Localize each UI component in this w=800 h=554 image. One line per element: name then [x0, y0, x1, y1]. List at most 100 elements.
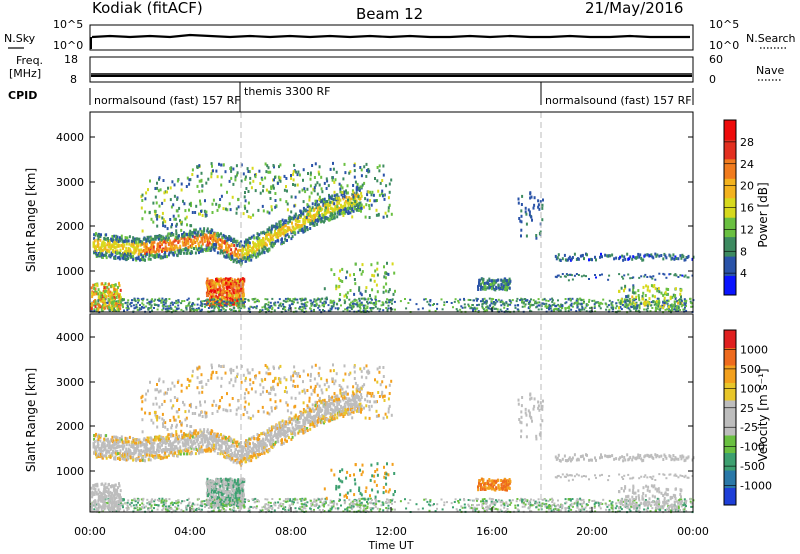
power-point-8824: [345, 293, 347, 297]
power-point-7444: [555, 304, 558, 307]
power-point-8038: [108, 293, 111, 297]
power-point-8272: [601, 255, 603, 259]
power-point-6930: [304, 297, 307, 300]
power-point-6278: [543, 298, 546, 301]
power-point-3080: [342, 197, 345, 201]
power-point-8144: [113, 288, 116, 291]
power-point-968: [169, 233, 172, 237]
power-point-3860: [262, 184, 265, 188]
power-point-2012: [257, 254, 260, 258]
power-point-1960: [252, 246, 255, 250]
velocity-point-693: [147, 436, 150, 440]
power-point-3502: [342, 214, 345, 217]
power-point-1002: [172, 240, 175, 244]
power-point-7808: [117, 304, 120, 308]
power-point-9108: [619, 301, 622, 305]
power-point-7032: [648, 301, 650, 303]
velocity-panel: [89, 313, 695, 514]
power-point-4854: [224, 277, 227, 281]
power-point-6754: [159, 299, 162, 302]
power-point-7628: [343, 302, 346, 305]
power-point-254: [113, 234, 116, 238]
power-point-8122: [102, 298, 105, 301]
power-point-1622: [225, 244, 227, 248]
power-point-8940: [339, 279, 342, 283]
power-point-2550: [302, 212, 305, 216]
power-point-3744: [243, 204, 246, 208]
power-point-2404: [289, 219, 292, 223]
power-point-8262: [595, 258, 597, 262]
power-point-8624: [489, 284, 492, 288]
power-point-1902: [247, 243, 249, 247]
power-point-5698: [581, 305, 584, 308]
power-point-452: [128, 253, 131, 257]
power-point-8804: [533, 196, 536, 200]
power-point-1704: [231, 256, 234, 260]
power-point-3056: [340, 203, 342, 207]
power-point-8568: [485, 281, 488, 285]
power-point-6340: [283, 305, 285, 308]
power-point-5878: [359, 302, 362, 305]
power-point-3622: [341, 191, 344, 195]
power-point-7752: [293, 298, 296, 301]
power-point-160: [105, 233, 108, 237]
power-point-8806: [528, 213, 531, 217]
power-point-7410: [541, 302, 544, 305]
power-point-1926: [248, 254, 251, 258]
power-point-1404: [207, 230, 210, 234]
power-point-232: [111, 235, 114, 238]
power-point-2824: [323, 197, 326, 201]
power-point-1066: [177, 241, 180, 244]
power-point-8932: [354, 262, 357, 266]
power-point-8886: [382, 285, 385, 289]
power-point-3322: [257, 208, 260, 212]
power-point-2644: [309, 227, 312, 230]
power-point-228: [111, 244, 114, 248]
velocity-point-157: [105, 438, 108, 442]
power-point-2650: [309, 219, 312, 222]
power-point-3466: [320, 175, 323, 179]
power-point-7986: [117, 285, 119, 289]
power-point-2038: [258, 233, 261, 237]
power-point-5134: [213, 284, 216, 288]
power-point-796: [156, 253, 158, 256]
power-point-8730: [524, 210, 527, 214]
power-point-1686: [230, 248, 233, 252]
power-point-6736: [567, 298, 570, 301]
power-point-5520: [581, 308, 583, 311]
power-point-840: [159, 245, 162, 249]
power-point-2288: [279, 225, 282, 229]
power-point-1556: [220, 238, 222, 242]
velocity-point-489: [131, 452, 134, 455]
station-title: Kodiak (fitACF): [92, 0, 203, 17]
power-point-3944: [176, 179, 179, 183]
power-point-6184: [493, 303, 496, 306]
power-point-6180: [162, 301, 165, 304]
power-point-9172: [618, 306, 620, 310]
power-point-7050: [580, 303, 583, 306]
power-point-2362: [285, 230, 288, 234]
velocity-point-707: [149, 453, 151, 457]
power-point-4100: [267, 166, 270, 170]
nave-right-tick-bottom: 0: [709, 73, 716, 86]
power-point-578: [138, 237, 141, 241]
power-point-7030: [200, 300, 203, 303]
power-point-7218: [291, 300, 294, 303]
power-point-7892: [103, 287, 106, 291]
power-point-8146: [112, 300, 114, 304]
power-point-9122: [634, 302, 637, 306]
power-point-274: [114, 249, 117, 253]
power-point-6106: [467, 298, 470, 301]
velocity-point-41: [95, 452, 97, 456]
velocity-point-191: [108, 450, 111, 454]
power-point-6762: [264, 303, 267, 306]
power-point-132: [102, 254, 105, 257]
velocity-point-187: [107, 439, 110, 443]
power-point-7182: [567, 309, 570, 312]
power-point-1390: [206, 229, 209, 233]
power-point-6686: [630, 305, 633, 308]
power-point-3230: [354, 196, 357, 199]
power-point-4048: [178, 206, 181, 210]
power-point-3424: [248, 170, 251, 174]
power-point-1466: [212, 231, 215, 235]
